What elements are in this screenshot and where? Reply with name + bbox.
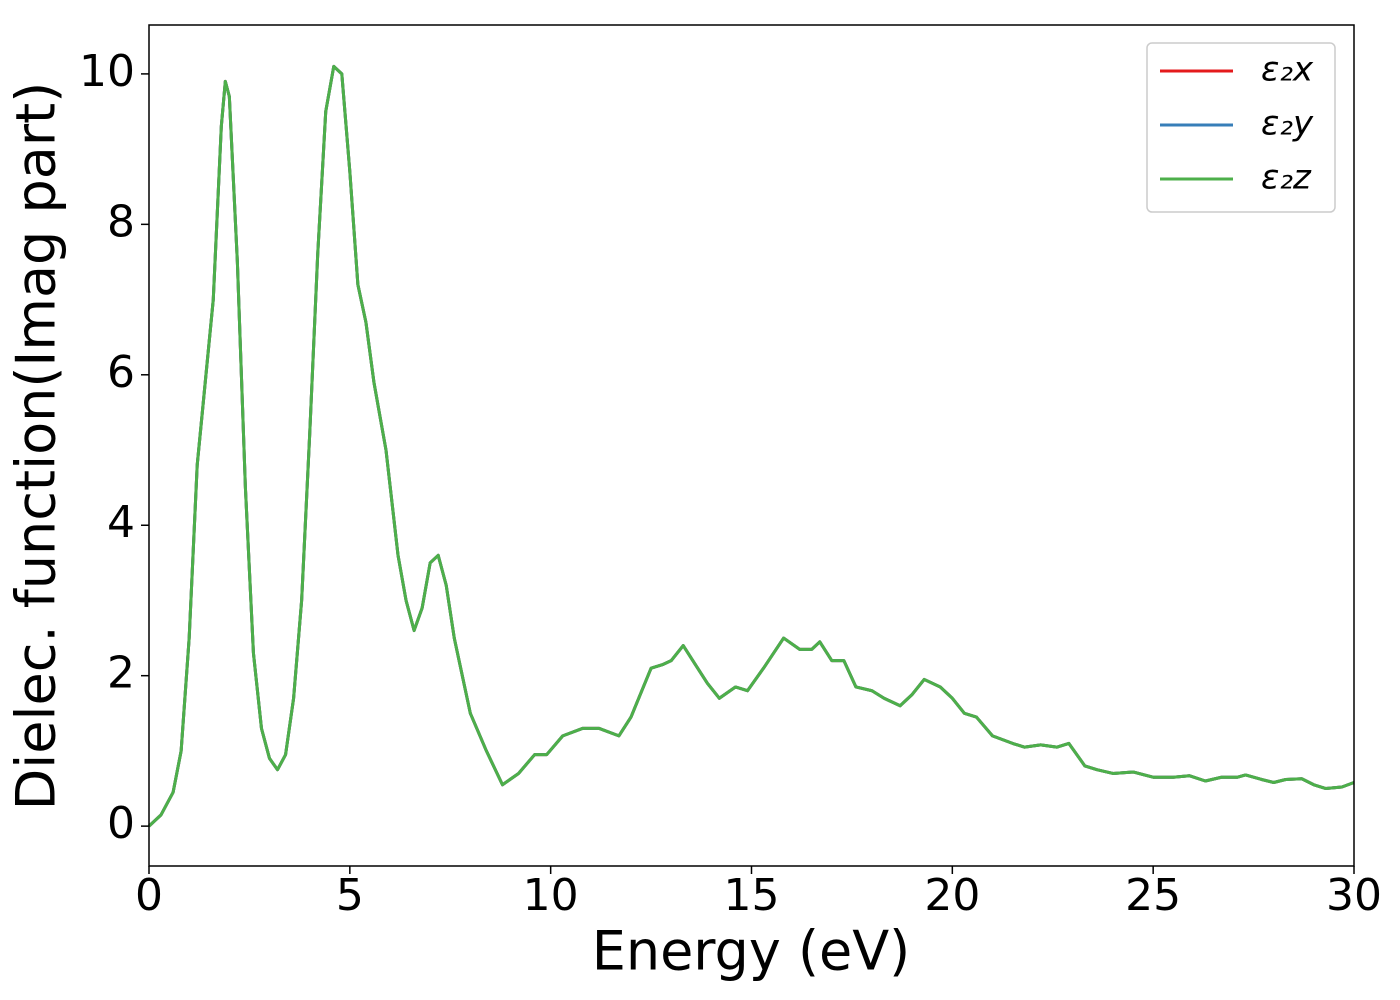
x-tick-label: 0 [135,870,163,921]
y-tick-label: 6 [107,347,135,398]
y-tick-label: 2 [107,648,135,699]
x-axis-label: Energy (eV) [592,920,911,983]
x-tick-label: 5 [336,870,364,921]
y-tick-label: 10 [79,46,135,97]
legend-box [1146,42,1336,213]
plot-frame [148,24,1355,867]
y-tick-label: 4 [107,497,135,548]
x-tick-label: 30 [1326,870,1382,921]
y-axis-label: Dielec. function(Imag part) [5,82,68,811]
series-line [147,64,1355,828]
legend-label: ε₂z [1261,158,1312,198]
y-tick-label: 0 [107,798,135,849]
y-tick-label: 8 [107,196,135,247]
x-tick-label: 25 [1125,870,1181,921]
x-tick-label: 20 [924,870,980,921]
x-tick-label: 10 [523,870,579,921]
legend-label: ε₂y [1261,104,1314,144]
x-tick-label: 15 [724,870,780,921]
legend-label: ε₂x [1261,50,1314,90]
